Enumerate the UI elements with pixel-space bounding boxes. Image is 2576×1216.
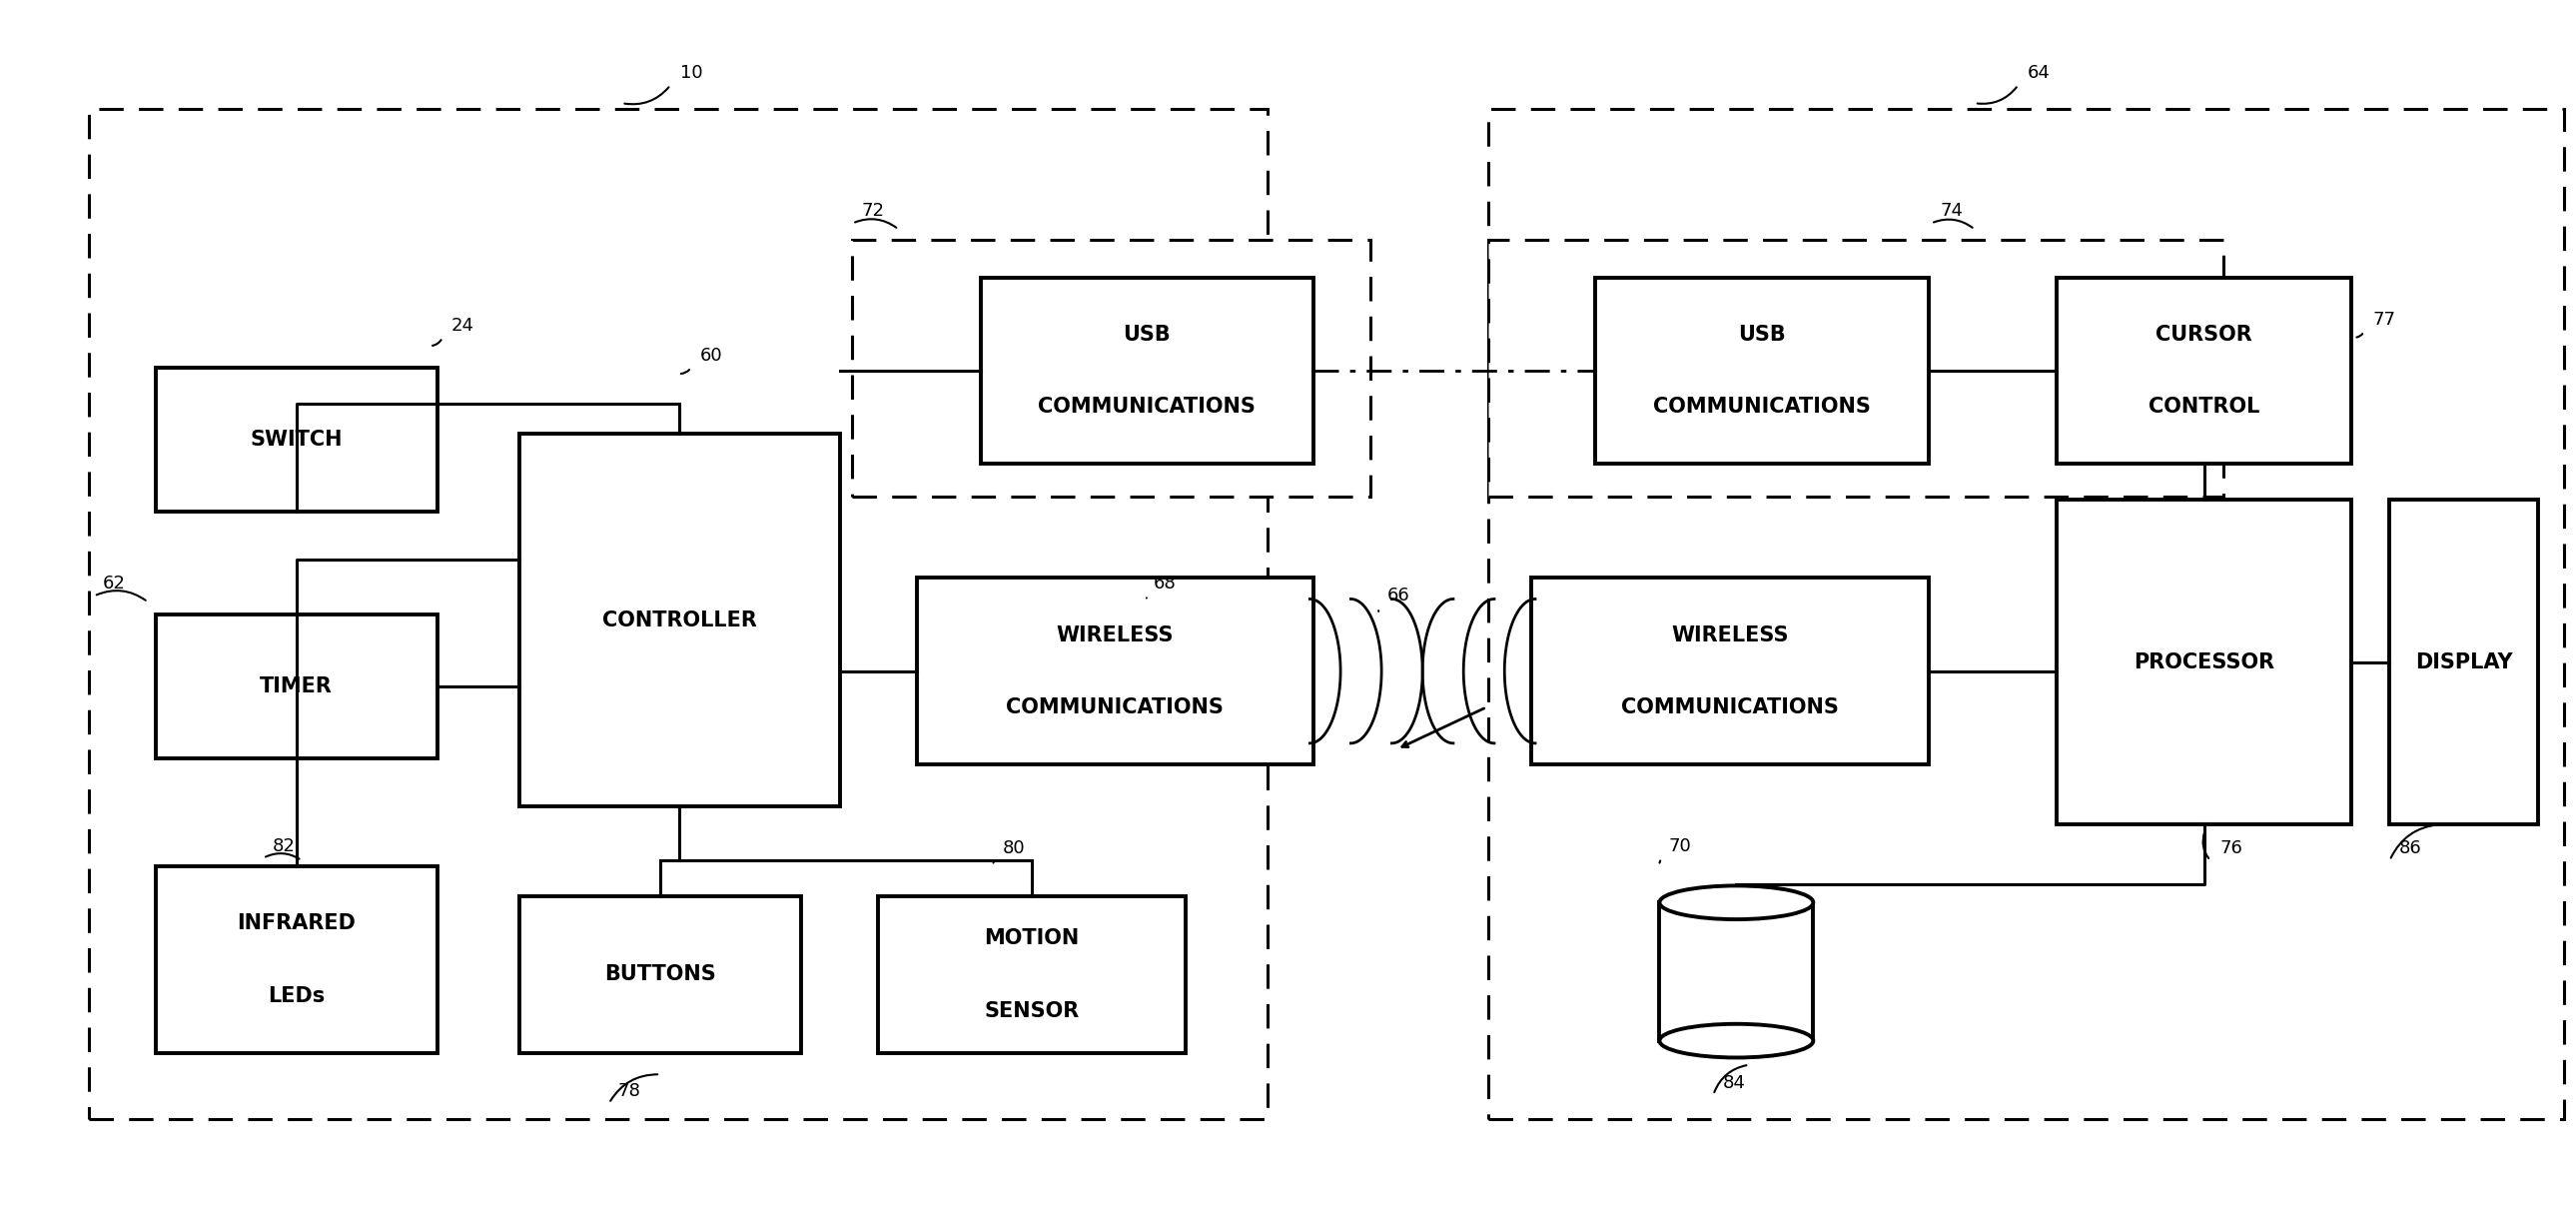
Text: CURSOR: CURSOR	[2156, 325, 2251, 344]
Bar	[155, 614, 438, 759]
Text: BUTTONS: BUTTONS	[605, 964, 716, 985]
Text: WIRELESS: WIRELESS	[1056, 625, 1175, 644]
Text: WIRELESS: WIRELESS	[1672, 625, 1788, 644]
Bar	[1595, 277, 1929, 463]
Ellipse shape	[1659, 1024, 1814, 1058]
Bar	[2056, 277, 2352, 463]
Bar	[520, 896, 801, 1053]
Text: 64: 64	[2027, 64, 2050, 81]
Text: 74: 74	[1940, 202, 1963, 220]
Text: LEDs: LEDs	[268, 986, 325, 1006]
Text: 76: 76	[2221, 839, 2241, 857]
Bar	[981, 277, 1314, 463]
Text: 77: 77	[2372, 310, 2396, 328]
Text: 66: 66	[1386, 587, 1409, 606]
Bar	[155, 867, 438, 1053]
Text: 68: 68	[1154, 575, 1177, 593]
Bar	[2391, 500, 2537, 824]
Text: PROCESSOR: PROCESSOR	[2133, 652, 2275, 672]
Bar	[1489, 109, 2563, 1119]
Text: COMMUNICATIONS: COMMUNICATIONS	[1654, 396, 1870, 417]
Text: 86: 86	[2398, 839, 2421, 857]
Text: 84: 84	[1723, 1074, 1744, 1092]
Text: USB: USB	[1739, 325, 1785, 344]
Text: 80: 80	[1002, 839, 1025, 857]
Ellipse shape	[1659, 885, 1814, 919]
Text: 24: 24	[451, 316, 474, 334]
Text: 70: 70	[1669, 837, 1692, 855]
Bar	[917, 578, 1314, 765]
Text: COMMUNICATIONS: COMMUNICATIONS	[1620, 697, 1839, 717]
Text: TIMER: TIMER	[260, 676, 332, 696]
Text: COMMUNICATIONS: COMMUNICATIONS	[1007, 697, 1224, 717]
Bar	[520, 434, 840, 806]
Text: 10: 10	[680, 64, 703, 81]
Text: 62: 62	[103, 575, 126, 593]
Bar	[2056, 500, 2352, 824]
Text: DISPLAY: DISPLAY	[2416, 652, 2512, 672]
Text: 72: 72	[860, 202, 884, 220]
Bar	[155, 367, 438, 512]
Text: INFRARED: INFRARED	[237, 913, 355, 934]
Bar	[878, 896, 1185, 1053]
Bar	[90, 109, 1267, 1119]
Text: MOTION: MOTION	[984, 929, 1079, 948]
Text: 78: 78	[618, 1082, 641, 1100]
Text: CONTROLLER: CONTROLLER	[603, 610, 757, 630]
Text: SWITCH: SWITCH	[250, 429, 343, 450]
Text: 82: 82	[273, 837, 296, 855]
Bar	[1659, 902, 1814, 1041]
Text: 60: 60	[701, 347, 724, 365]
Text: SENSOR: SENSOR	[984, 1001, 1079, 1020]
Text: CONTROL: CONTROL	[2148, 396, 2259, 417]
Bar	[1530, 578, 1929, 765]
Bar	[1489, 240, 2223, 496]
Text: COMMUNICATIONS: COMMUNICATIONS	[1038, 396, 1257, 417]
Bar	[853, 240, 1370, 496]
Text: USB: USB	[1123, 325, 1172, 344]
